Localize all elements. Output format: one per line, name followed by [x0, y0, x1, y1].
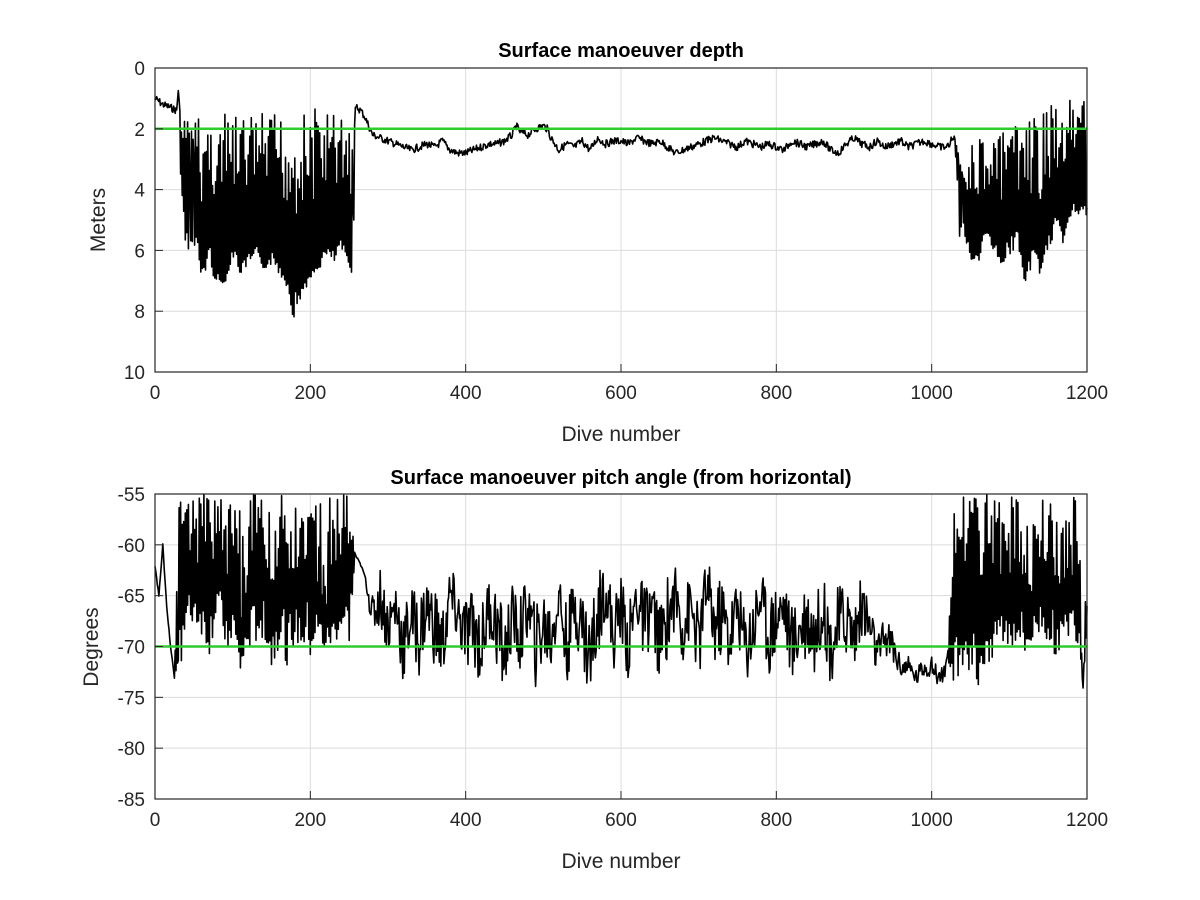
depth-chart-ylabel: Meters [87, 188, 110, 252]
depth-x-tick-label: 600 [605, 383, 637, 404]
depth-chart-xlabel: Dive number [561, 423, 680, 446]
depth-x-tick-label: 400 [450, 383, 482, 404]
pitch-x-tick-label: 1200 [1066, 810, 1108, 831]
depth-x-tick-label: 0 [150, 383, 161, 404]
depth-chart: Surface manoeuver depth 0 200 400 600 800 100… [87, 40, 1108, 446]
pitch-y-tick-label: -60 [118, 536, 145, 557]
depth-y-tick-label: 2 [134, 120, 145, 141]
pitch-x-tick-label: 800 [760, 810, 792, 831]
depth-x-tick-label: 800 [760, 383, 792, 404]
pitch-x-tick-label: 600 [605, 810, 637, 831]
pitch-y-tick-label: -85 [118, 790, 145, 811]
pitch-y-tick-label: -80 [118, 739, 145, 760]
depth-y-tick-label: 6 [134, 241, 145, 262]
depth-chart-ticks: 0 200 400 600 800 1000 1200 0 2 4 6 8 10 [124, 59, 1108, 404]
depth-y-tick-label: 10 [124, 363, 145, 384]
pitch-y-tick-label: -70 [118, 638, 145, 659]
pitch-x-tick-label: 200 [294, 810, 326, 831]
pitch-x-tick-label: 400 [450, 810, 482, 831]
pitch-series-line [154, 493, 1088, 689]
pitch-y-tick-label: -65 [118, 587, 145, 608]
pitch-chart: Surface manoeuver pitch angle (from hori… [80, 467, 1108, 873]
pitch-chart-ticks: 0 200 400 600 800 1000 1200 -55 -60 -65 -70 -75 -80 -… [118, 485, 1109, 831]
depth-y-tick-label: 0 [134, 59, 145, 80]
pitch-chart-series [154, 493, 1088, 689]
pitch-y-tick-label: -75 [118, 688, 145, 709]
depth-y-tick-label: 8 [134, 302, 145, 323]
pitch-chart-ylabel: Degrees [80, 607, 103, 686]
depth-chart-title: Surface manoeuver depth [498, 40, 744, 62]
depth-x-tick-label: 1000 [911, 383, 953, 404]
depth-x-tick-label: 200 [294, 383, 326, 404]
depth-y-tick-label: 4 [134, 181, 145, 202]
pitch-x-tick-label: 1000 [911, 810, 953, 831]
pitch-x-tick-label: 0 [150, 810, 161, 831]
pitch-chart-xlabel: Dive number [561, 850, 680, 873]
pitch-chart-title: Surface manoeuver pitch angle (from hori… [390, 467, 851, 489]
depth-x-tick-label: 1200 [1066, 383, 1108, 404]
pitch-y-tick-label: -55 [118, 485, 145, 506]
